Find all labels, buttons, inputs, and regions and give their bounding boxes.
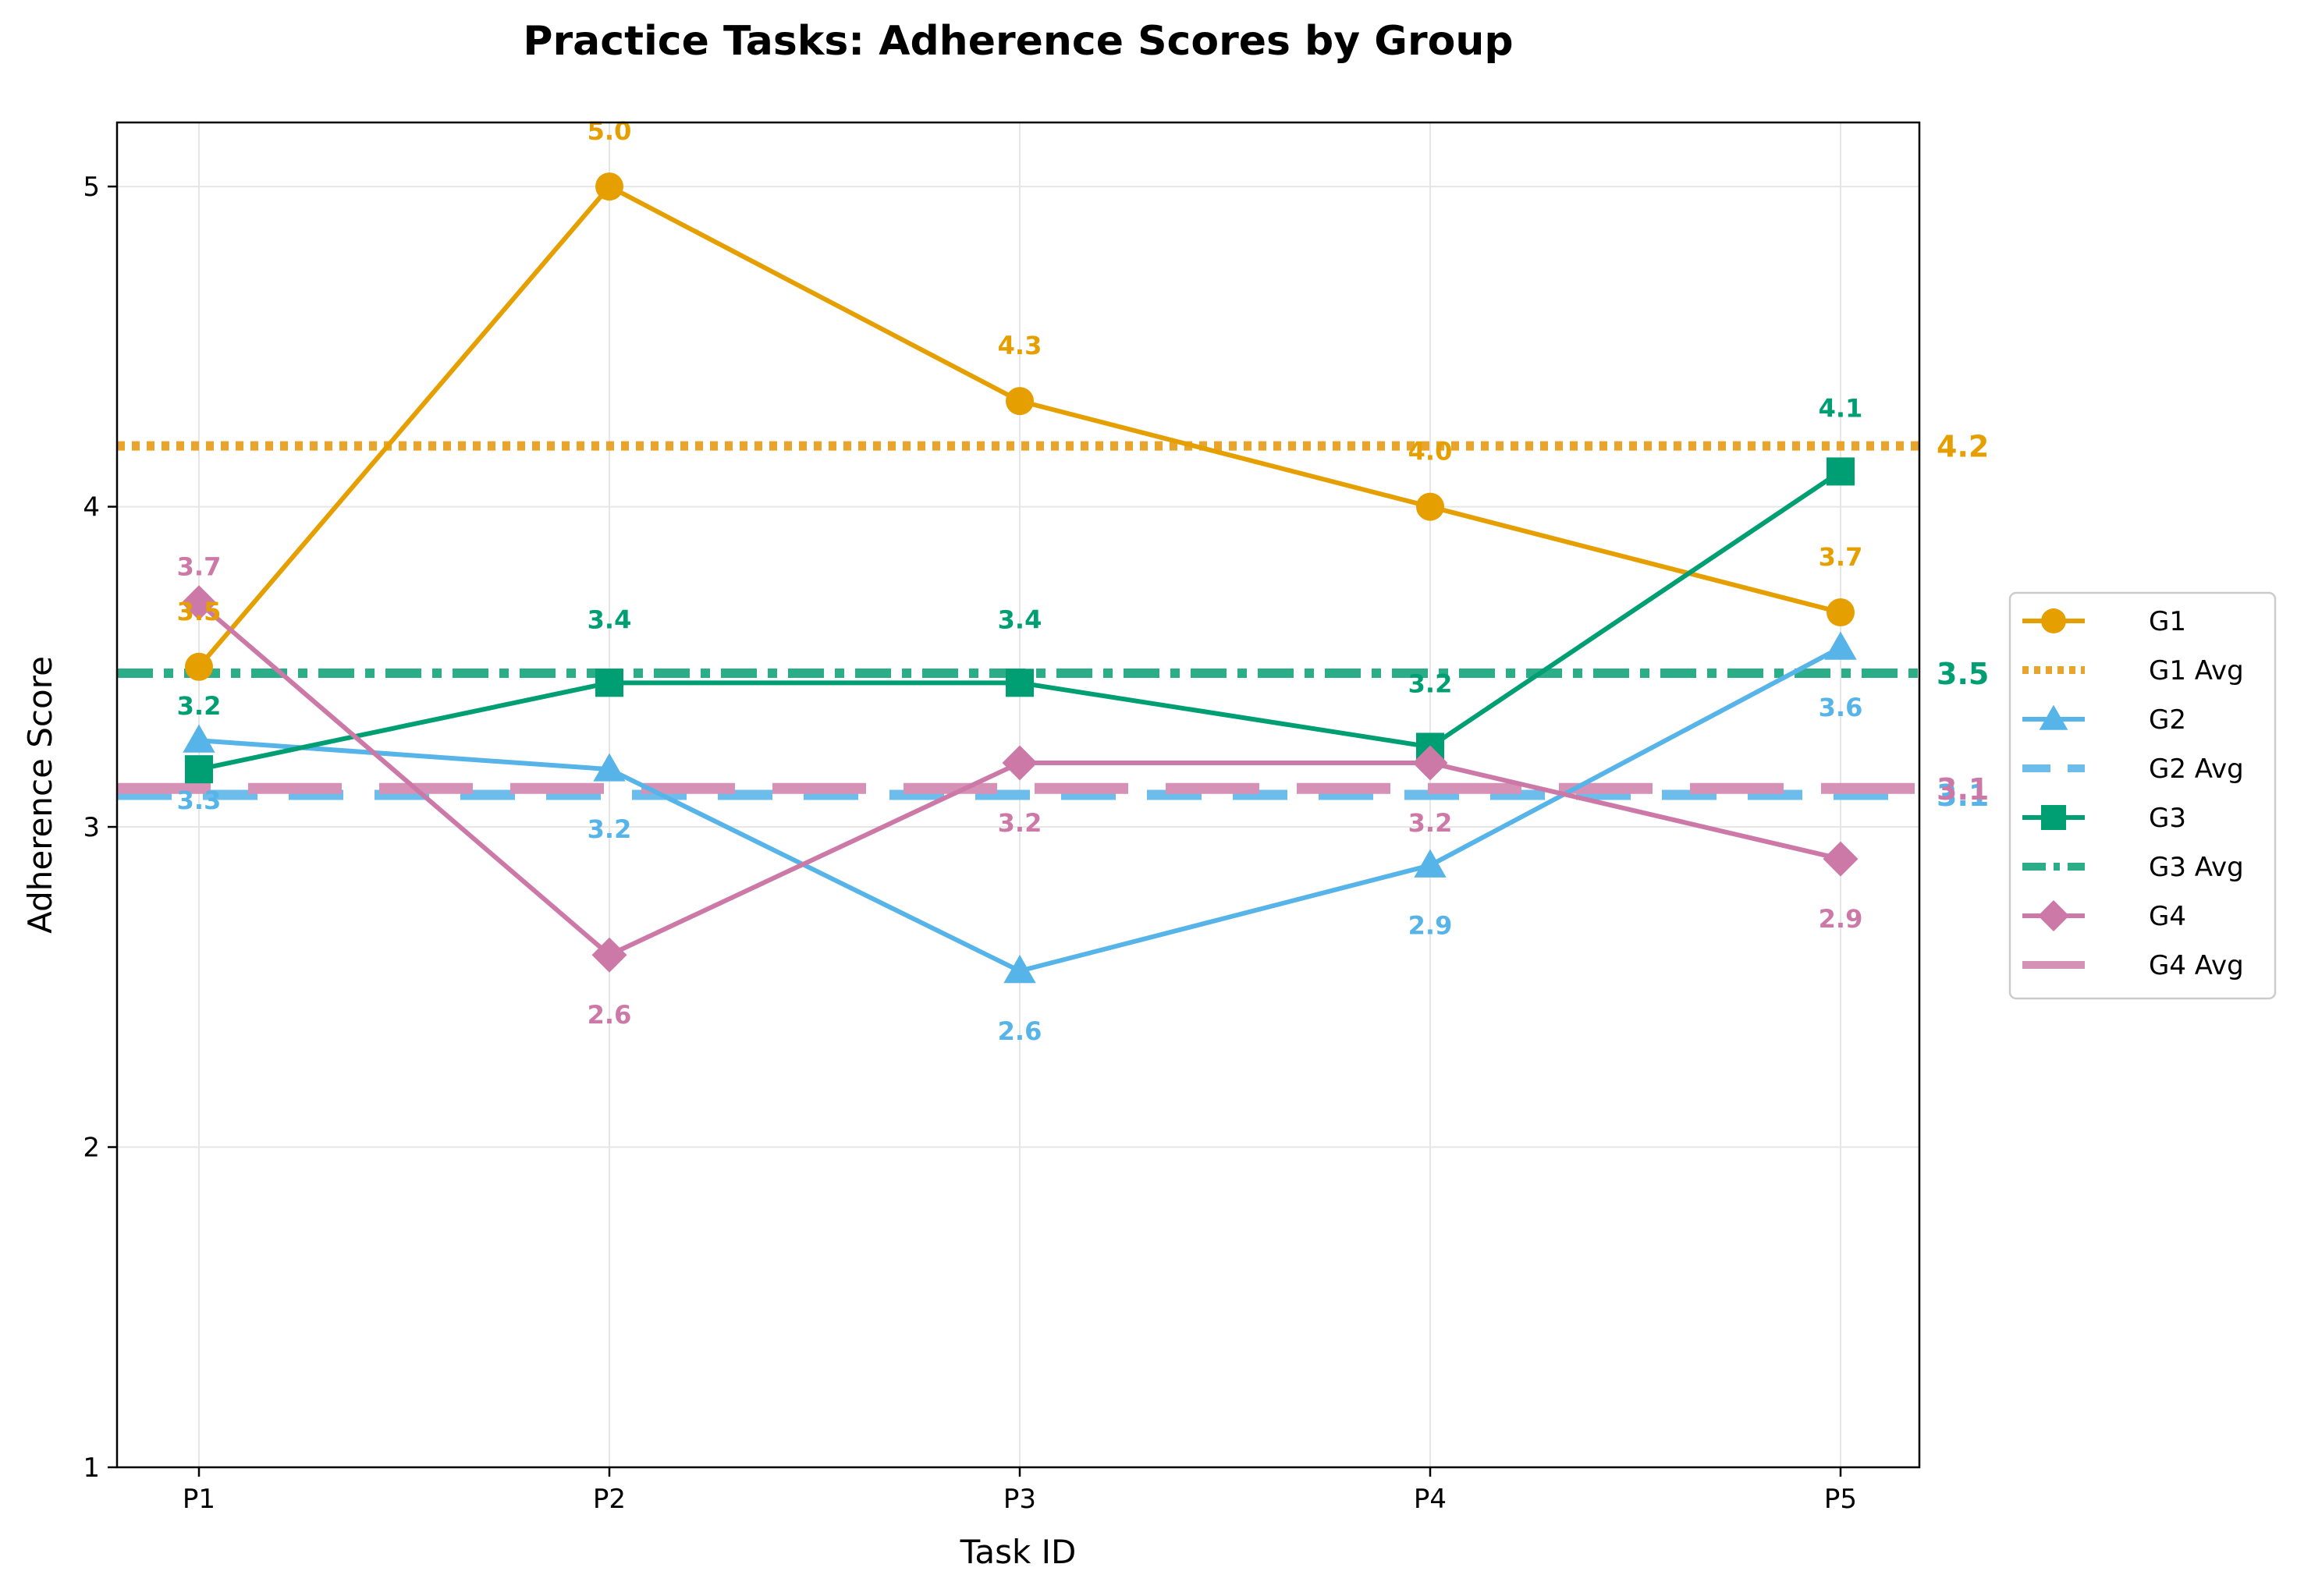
data-labels: 4.2 3.1 3.5 3.1 3.5 5.0 4.3 4.0 3.7 3.3 3.2 2.6 2.9 3…: [177, 116, 1990, 1046]
data-label-g3-p1: 3.2: [177, 691, 222, 721]
y-tick-label: 4: [83, 492, 100, 523]
legend-marker-g3: [2041, 805, 2066, 830]
x-tick-label: P1: [183, 1484, 215, 1515]
marker-g2-p2: [593, 753, 626, 782]
x-tick-label: P5: [1824, 1484, 1857, 1515]
marker-g2-p1: [183, 724, 215, 753]
marker-g1-p4: [1416, 492, 1444, 521]
series-lines: [181, 172, 1859, 984]
data-label-g1-p3: 4.3: [998, 331, 1042, 360]
data-label-g4-p5: 2.9: [1819, 904, 1863, 934]
axis-ticks: 1 2 3 4 5 P1 P2 P3 P4 P5: [83, 172, 1857, 1515]
data-label-g2-p2: 3.2: [588, 814, 632, 844]
legend-label-g4: G4: [2149, 901, 2186, 932]
data-label-g3-p5: 4.1: [1819, 393, 1863, 423]
data-label-g2-p3: 2.6: [998, 1016, 1042, 1046]
y-tick-label: 5: [83, 172, 100, 203]
marker-g2-p3: [1003, 955, 1036, 984]
x-axis-label: Task ID: [960, 1533, 1077, 1571]
y-axis-label: Adherence Score: [21, 656, 59, 934]
marker-g2-p4: [1414, 849, 1447, 878]
data-label-g4-p3: 3.2: [998, 808, 1042, 838]
marker-g4-p2: [591, 937, 627, 973]
legend-label-g3: G3: [2149, 803, 2186, 834]
y-tick-label: 3: [83, 812, 100, 843]
data-label-g3-p3: 3.4: [998, 605, 1042, 634]
legend-label-g1-avg: G1 Avg: [2149, 655, 2244, 686]
marker-g1-p1: [185, 652, 213, 681]
data-label-g4-p2: 2.6: [588, 1000, 632, 1030]
marker-g4-p3: [1002, 745, 1038, 781]
marker-g3-p1: [185, 755, 213, 784]
marker-g1-p3: [1006, 387, 1034, 416]
x-tick-label: P3: [1003, 1484, 1036, 1515]
legend-label-g4-avg: G4 Avg: [2149, 950, 2244, 981]
avg-label-g3: 3.5: [1937, 657, 1989, 691]
legend-marker-g2: [2039, 704, 2068, 730]
avg-label-g1: 4.2: [1937, 430, 1989, 464]
y-tick-label: 2: [83, 1133, 100, 1164]
legend-label-g1: G1: [2149, 606, 2186, 637]
marker-g2-p5: [1824, 631, 1857, 660]
data-label-g1-p2: 5.0: [588, 116, 632, 146]
legend: G1 G1 Avg G2 G2 Avg G3 G3 Avg G4 G4 Avg: [2008, 591, 2277, 1000]
marker-g3-p5: [1827, 457, 1855, 486]
data-label-g2-p1: 3.3: [177, 786, 222, 815]
data-label-g1-p4: 4.0: [1408, 437, 1453, 466]
marker-g4-p4: [1412, 745, 1448, 781]
data-label-g1-p1: 3.5: [177, 597, 222, 626]
data-label-g3-p2: 3.4: [588, 605, 632, 634]
x-tick-label: P2: [593, 1484, 626, 1515]
marker-g1-p2: [595, 172, 623, 201]
legend-marker-g4: [2038, 900, 2069, 931]
marker-g4-p1: [181, 585, 217, 621]
legend-label-g3-avg: G3 Avg: [2149, 852, 2244, 883]
chart-title: Practice Tasks: Adherence Scores by Grou…: [523, 18, 1513, 65]
data-label-g4-p1: 3.7: [177, 552, 222, 582]
marker-g1-p5: [1827, 598, 1855, 627]
avg-label-g2: 3.1: [1937, 778, 1989, 813]
marker-g3-p2: [595, 669, 623, 697]
data-label-g2-p5: 3.6: [1819, 693, 1863, 722]
x-tick-label: P4: [1414, 1484, 1447, 1515]
legend-box: [2008, 591, 2277, 1000]
y-tick-label: 1: [83, 1452, 100, 1484]
legend-label-g2-avg: G2 Avg: [2149, 754, 2244, 785]
plot-frame: [115, 121, 1921, 1469]
legend-marker-g1: [2041, 608, 2066, 633]
data-label-g3-p4: 3.2: [1408, 669, 1453, 698]
marker-g4-p5: [1823, 841, 1859, 877]
marker-g3-p3: [1006, 669, 1034, 697]
data-label-g2-p4: 2.9: [1408, 910, 1453, 940]
data-label-g4-p4: 3.2: [1408, 808, 1453, 838]
legend-label-g2: G2: [2149, 704, 2186, 736]
data-label-g1-p5: 3.7: [1819, 542, 1863, 572]
avg-label-g4: 3.1: [1937, 772, 1989, 807]
